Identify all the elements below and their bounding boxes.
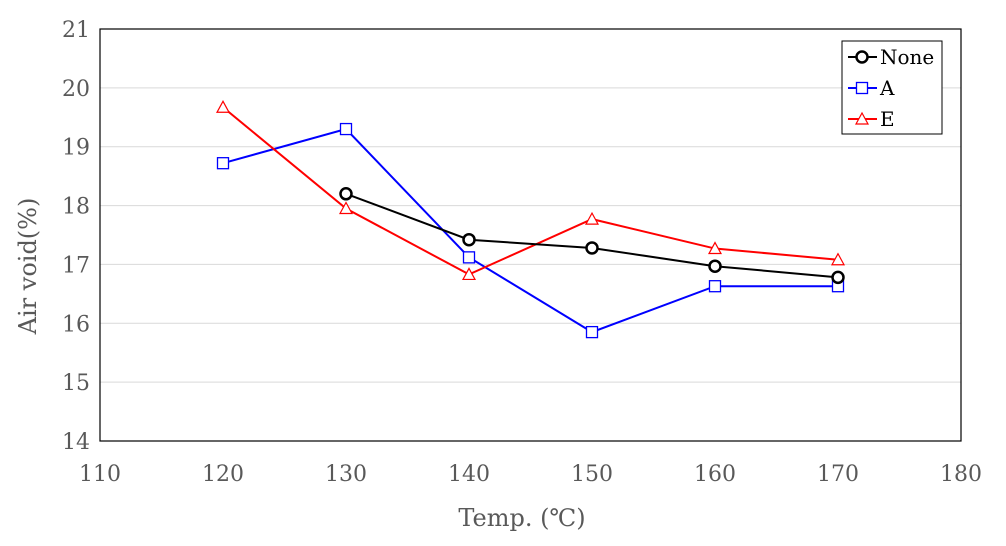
y-tick-label: 14 — [62, 430, 90, 455]
x-tick-label: 110 — [79, 462, 121, 487]
data-point-A — [585, 325, 599, 339]
legend-marker — [855, 81, 869, 95]
legend-marker — [854, 111, 870, 125]
y-tick-label: 20 — [62, 77, 90, 102]
y-tick-labels: 14 15 16 17 18 19 20 21 — [62, 18, 90, 455]
data-point-E — [830, 252, 846, 266]
series-line-E — [222, 106, 839, 276]
y-tick-label: 21 — [62, 18, 90, 43]
x-tick-labels: 110 120 130 140 150 160 170 180 — [79, 462, 982, 487]
x-tick-label: 150 — [571, 462, 613, 487]
data-point-E — [215, 100, 231, 113]
y-tick-label: 17 — [62, 253, 90, 278]
y-tick-label: 15 — [62, 371, 90, 396]
x-tick-label: 130 — [325, 462, 367, 487]
plot-area-border — [99, 28, 962, 442]
series-A — [216, 122, 845, 339]
data-point-E — [461, 267, 477, 281]
series-layer — [215, 100, 846, 339]
data-point-None — [585, 241, 599, 255]
data-point-None — [708, 259, 722, 273]
y-tick-label: 18 — [62, 195, 90, 220]
y-axis-title: Air void(%) — [14, 198, 42, 336]
data-point-A — [708, 280, 722, 293]
series-line-A — [222, 127, 838, 334]
data-point-E — [707, 241, 723, 255]
data-point-A — [462, 251, 476, 264]
gridlines — [100, 87, 961, 383]
data-point-None — [339, 187, 353, 201]
data-point-E — [338, 201, 354, 215]
x-tick-label: 140 — [448, 462, 490, 487]
x-axis-title: Temp. (℃) — [458, 504, 585, 532]
series-None — [339, 187, 845, 285]
x-tick-label: 170 — [817, 462, 859, 487]
legend-marker — [855, 50, 869, 64]
legend-label: E — [880, 107, 895, 131]
legend-label: None — [880, 45, 934, 69]
series-E — [215, 100, 846, 281]
data-point-A — [339, 122, 353, 136]
data-point-A — [216, 157, 230, 170]
x-tick-label: 120 — [202, 462, 244, 487]
x-tick-label: 180 — [940, 462, 982, 487]
y-tick-label: 16 — [62, 312, 90, 337]
y-tick-label: 19 — [62, 136, 90, 161]
legend-item-None: None — [848, 45, 934, 69]
data-point-None — [462, 232, 476, 247]
legend-item-E: E — [848, 107, 895, 131]
data-point-None — [831, 270, 845, 285]
x-tick-label: 160 — [694, 462, 736, 487]
legend: None AE — [841, 40, 943, 135]
data-point-E — [584, 211, 600, 225]
legend-item-A: A — [848, 76, 895, 100]
legend-label: A — [879, 76, 895, 100]
